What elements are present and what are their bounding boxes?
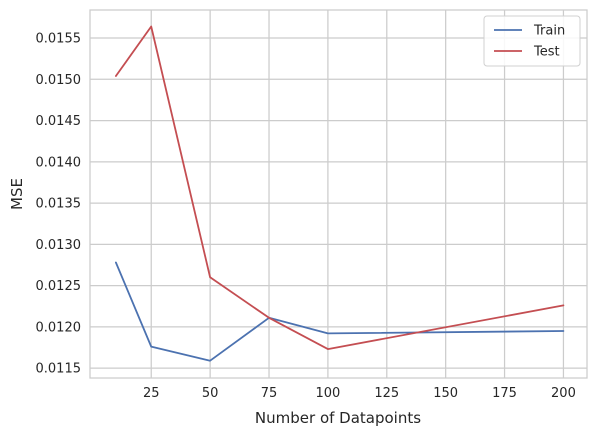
x-tick-label: 125 bbox=[374, 386, 399, 401]
y-tick-label: 0.0115 bbox=[36, 362, 82, 377]
x-tick-label: 75 bbox=[261, 386, 278, 401]
y-tick-label: 0.0155 bbox=[36, 32, 82, 47]
legend-label-train: Train bbox=[533, 24, 565, 39]
y-tick-label: 0.0150 bbox=[36, 73, 82, 88]
series-line-train bbox=[115, 261, 565, 362]
x-tick-label: 150 bbox=[433, 386, 458, 401]
y-tick-label: 0.0120 bbox=[36, 320, 82, 335]
y-tick-label: 0.0145 bbox=[36, 114, 82, 129]
x-tick-label: 100 bbox=[315, 386, 340, 401]
y-tick-label: 0.0135 bbox=[36, 197, 82, 212]
legend: Train Test bbox=[483, 15, 581, 67]
x-tick-label: 175 bbox=[492, 386, 517, 401]
legend-label-test: Test bbox=[533, 45, 560, 60]
tick-labels: 25 50 75 100 125 150 175 200 0.0115 0.0120 0.0125 0… bbox=[36, 32, 576, 401]
y-tick-label: 0.0130 bbox=[36, 238, 82, 253]
x-tick-label: 25 bbox=[143, 386, 160, 401]
series-line-test bbox=[115, 25, 565, 351]
series-lines bbox=[115, 25, 565, 362]
x-tick-label: 50 bbox=[202, 386, 219, 401]
y-tick-label: 0.0140 bbox=[36, 155, 82, 170]
legend-frame bbox=[483, 15, 581, 67]
x-tick-label: 200 bbox=[551, 386, 576, 401]
y-tick-label: 0.0125 bbox=[36, 279, 82, 294]
y-axis-label: MSE bbox=[8, 178, 26, 210]
x-axis-label: Number of Datapoints bbox=[255, 409, 421, 427]
